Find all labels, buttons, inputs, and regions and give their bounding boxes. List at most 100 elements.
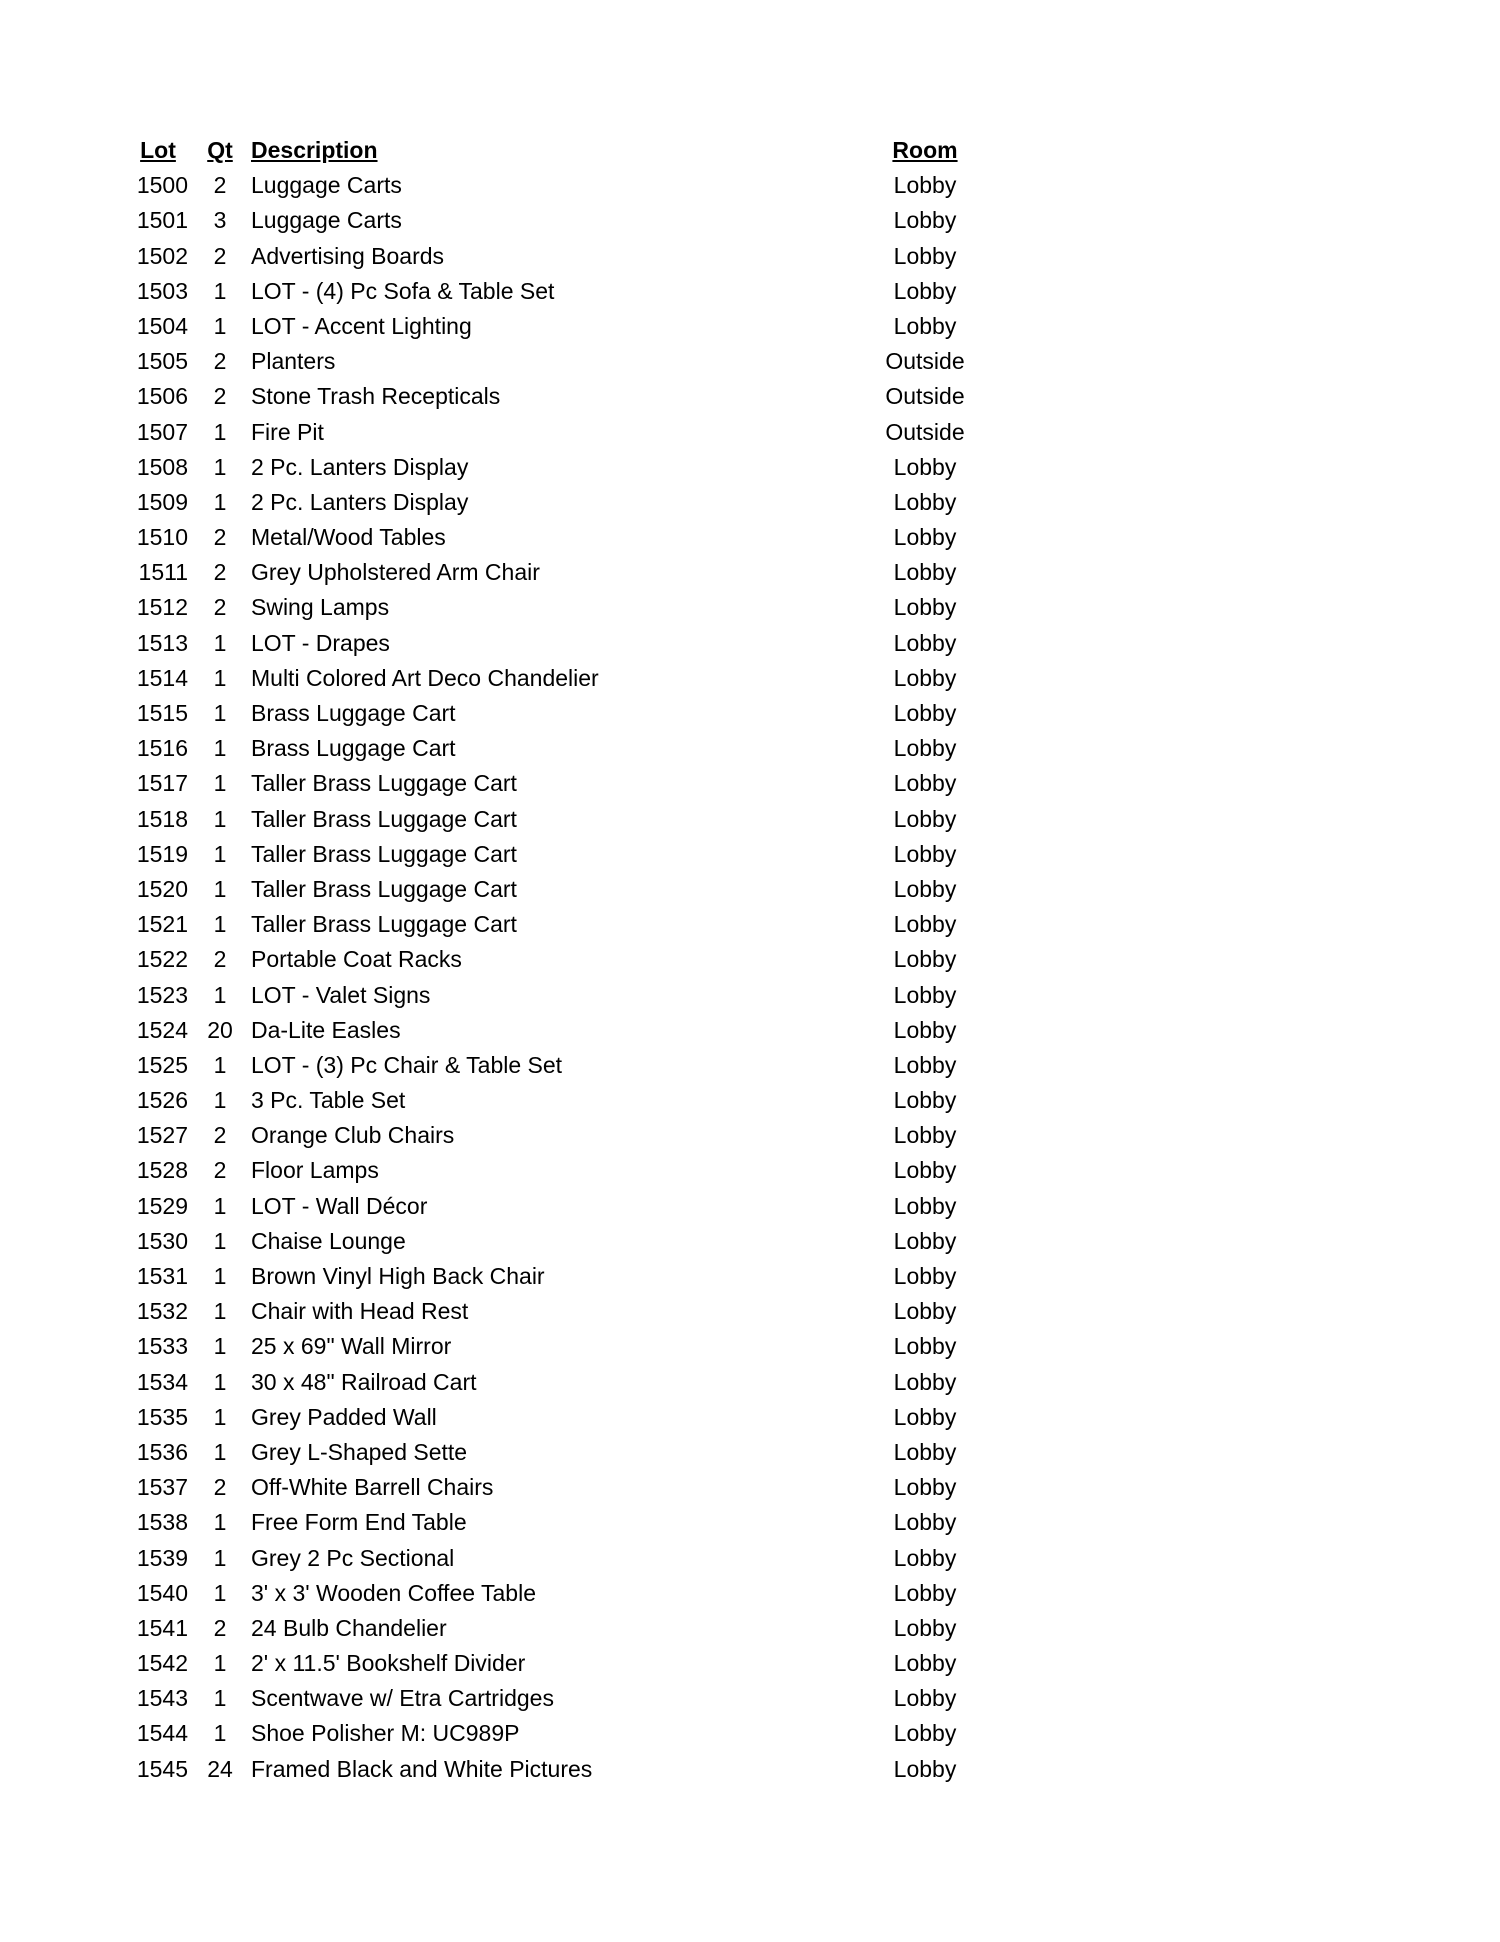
table-row: 1522 2 Portable Coat Racks Lobby (0, 942, 1500, 977)
table-row: 1534 1 30 x 48" Railroad Cart Lobby (0, 1365, 1500, 1400)
lot-cell: 1523 (136, 981, 188, 1008)
room-cell: Lobby (893, 840, 957, 867)
qt-cell: 3 (213, 207, 227, 234)
header-lot: Lot (140, 137, 176, 163)
description-cell: Grey Padded Wall (251, 1403, 437, 1430)
room-cell: Lobby (893, 1087, 957, 1114)
qt-cell: 1 (213, 1720, 227, 1747)
room-cell: Lobby (893, 1122, 957, 1149)
lot-cell: 1539 (136, 1544, 188, 1571)
table-row: 1502 2 Advertising Boards Lobby (0, 239, 1500, 274)
qt-cell: 1 (213, 1333, 227, 1360)
description-cell: Planters (251, 348, 336, 375)
room-cell: Outside (885, 418, 965, 445)
description-cell: LOT - (4) Pc Sofa & Table Set (251, 277, 555, 304)
table-row: 1518 1 Taller Brass Luggage Cart Lobby (0, 802, 1500, 837)
qt-cell: 1 (213, 1544, 227, 1571)
qt-cell: 1 (213, 1298, 227, 1325)
lot-cell: 1506 (136, 383, 188, 410)
room-cell: Lobby (893, 1227, 957, 1254)
table-row: 1520 1 Taller Brass Luggage Cart Lobby (0, 872, 1500, 907)
qt-cell: 1 (213, 911, 227, 938)
room-cell: Lobby (893, 700, 957, 726)
table-row: 1530 1 Chaise Lounge Lobby (0, 1224, 1500, 1259)
qt-cell: 1 (213, 1685, 227, 1712)
table-row: 1517 1 Taller Brass Luggage Cart Lobby (0, 766, 1500, 801)
qt-cell: 2 (213, 242, 227, 269)
lot-cell: 1512 (136, 594, 188, 621)
qt-cell: 1 (213, 1650, 227, 1677)
lot-table: Lot Qt Description Room 1500 2 Luggage Car… (0, 133, 1500, 1787)
lot-cell: 1505 (136, 348, 188, 375)
lot-cell: 1521 (136, 911, 188, 938)
table-row: 1544 1 Shoe Polisher M: UC989P Lobby (0, 1716, 1500, 1751)
lot-cell: 1511 (138, 559, 188, 586)
description-cell: Free Form End Table (251, 1509, 467, 1536)
qt-cell: 2 (213, 383, 227, 410)
description-cell: Chair with Head Rest (251, 1298, 469, 1325)
room-cell: Lobby (893, 1192, 957, 1219)
room-cell: Lobby (893, 312, 957, 339)
room-cell: Lobby (893, 1157, 957, 1184)
table-row: 1509 1 2 Pc. Lanters Display Lobby (0, 485, 1500, 520)
room-cell: Lobby (893, 277, 957, 304)
room-cell: Lobby (893, 1579, 957, 1606)
qt-cell: 1 (213, 312, 227, 339)
room-cell: Lobby (893, 1650, 957, 1677)
table-row: 1531 1 Brown Vinyl High Back Chair Lobby (0, 1259, 1500, 1294)
description-cell: Taller Brass Luggage Cart (251, 911, 517, 938)
room-cell: Lobby (893, 1544, 957, 1571)
description-cell: Luggage Carts (251, 172, 402, 199)
table-row: 1516 1 Brass Luggage Cart Lobby (0, 731, 1500, 766)
qt-cell: 20 (207, 1016, 233, 1043)
description-cell: Shoe Polisher M: UC989P (251, 1720, 520, 1747)
description-cell: LOT - Wall Décor (251, 1192, 428, 1219)
table-row: 1528 2 Floor Lamps Lobby (0, 1153, 1500, 1188)
table-row: 1538 1 Free Form End Table Lobby (0, 1505, 1500, 1540)
lot-cell: 1527 (136, 1122, 188, 1149)
lot-cell: 1501 (136, 207, 188, 234)
table-row: 1515 1 Brass Luggage Cart Lobby (0, 696, 1500, 731)
lot-cell: 1520 (136, 875, 188, 902)
table-row: 1510 2 Metal/Wood Tables Lobby (0, 520, 1500, 555)
room-cell: Lobby (893, 875, 957, 902)
table-row: 1525 1 LOT - (3) Pc Chair & Table Set Lobby (0, 1048, 1500, 1083)
table-row: 1540 1 3' x 3' Wooden Coffee Table Lobby (0, 1576, 1500, 1611)
room-cell: Lobby (893, 488, 957, 515)
description-cell: Chaise Lounge (251, 1227, 406, 1254)
lot-cell: 1543 (136, 1685, 188, 1712)
lot-cell: 1522 (136, 946, 188, 973)
table-row: 1513 1 LOT - Drapes Lobby (0, 626, 1500, 661)
qt-cell: 1 (213, 700, 227, 726)
table-row: 1523 1 LOT - Valet Signs Lobby (0, 978, 1500, 1013)
description-cell: Da-Lite Easles (251, 1016, 401, 1043)
header-room: Room (892, 137, 958, 163)
qt-cell: 1 (213, 1087, 227, 1114)
lot-cell: 1545 (136, 1755, 188, 1782)
lot-cell: 1518 (136, 805, 188, 832)
lot-cell: 1525 (136, 1051, 188, 1078)
description-cell: 3 Pc. Table Set (251, 1087, 406, 1114)
description-cell: LOT - (3) Pc Chair & Table Set (251, 1051, 563, 1078)
lot-cell: 1538 (136, 1509, 188, 1536)
room-cell: Lobby (893, 1509, 957, 1536)
room-cell: Lobby (893, 1474, 957, 1501)
table-row: 1537 2 Off-White Barrell Chairs Lobby (0, 1470, 1500, 1505)
lot-cell: 1514 (136, 664, 188, 691)
qt-cell: 1 (213, 488, 227, 515)
description-cell: 2 Pc. Lanters Display (251, 488, 469, 515)
description-cell: LOT - Drapes (251, 629, 390, 656)
lot-cell: 1524 (136, 1016, 188, 1043)
room-cell: Lobby (893, 911, 957, 938)
room-cell: Lobby (893, 946, 957, 973)
qt-cell: 1 (213, 981, 227, 1008)
table-row: 1524 20 Da-Lite Easles Lobby (0, 1013, 1500, 1048)
room-cell: Lobby (893, 805, 957, 832)
room-cell: Lobby (893, 770, 957, 797)
description-cell: Portable Coat Racks (251, 946, 462, 973)
room-cell: Lobby (893, 453, 957, 480)
lot-cell: 1502 (136, 242, 188, 269)
qt-cell: 1 (213, 1368, 227, 1395)
lot-cell: 1534 (136, 1368, 188, 1395)
table-body: 1500 2 Luggage Carts Lobby 1501 3 Luggage Cart… (0, 168, 1500, 1787)
